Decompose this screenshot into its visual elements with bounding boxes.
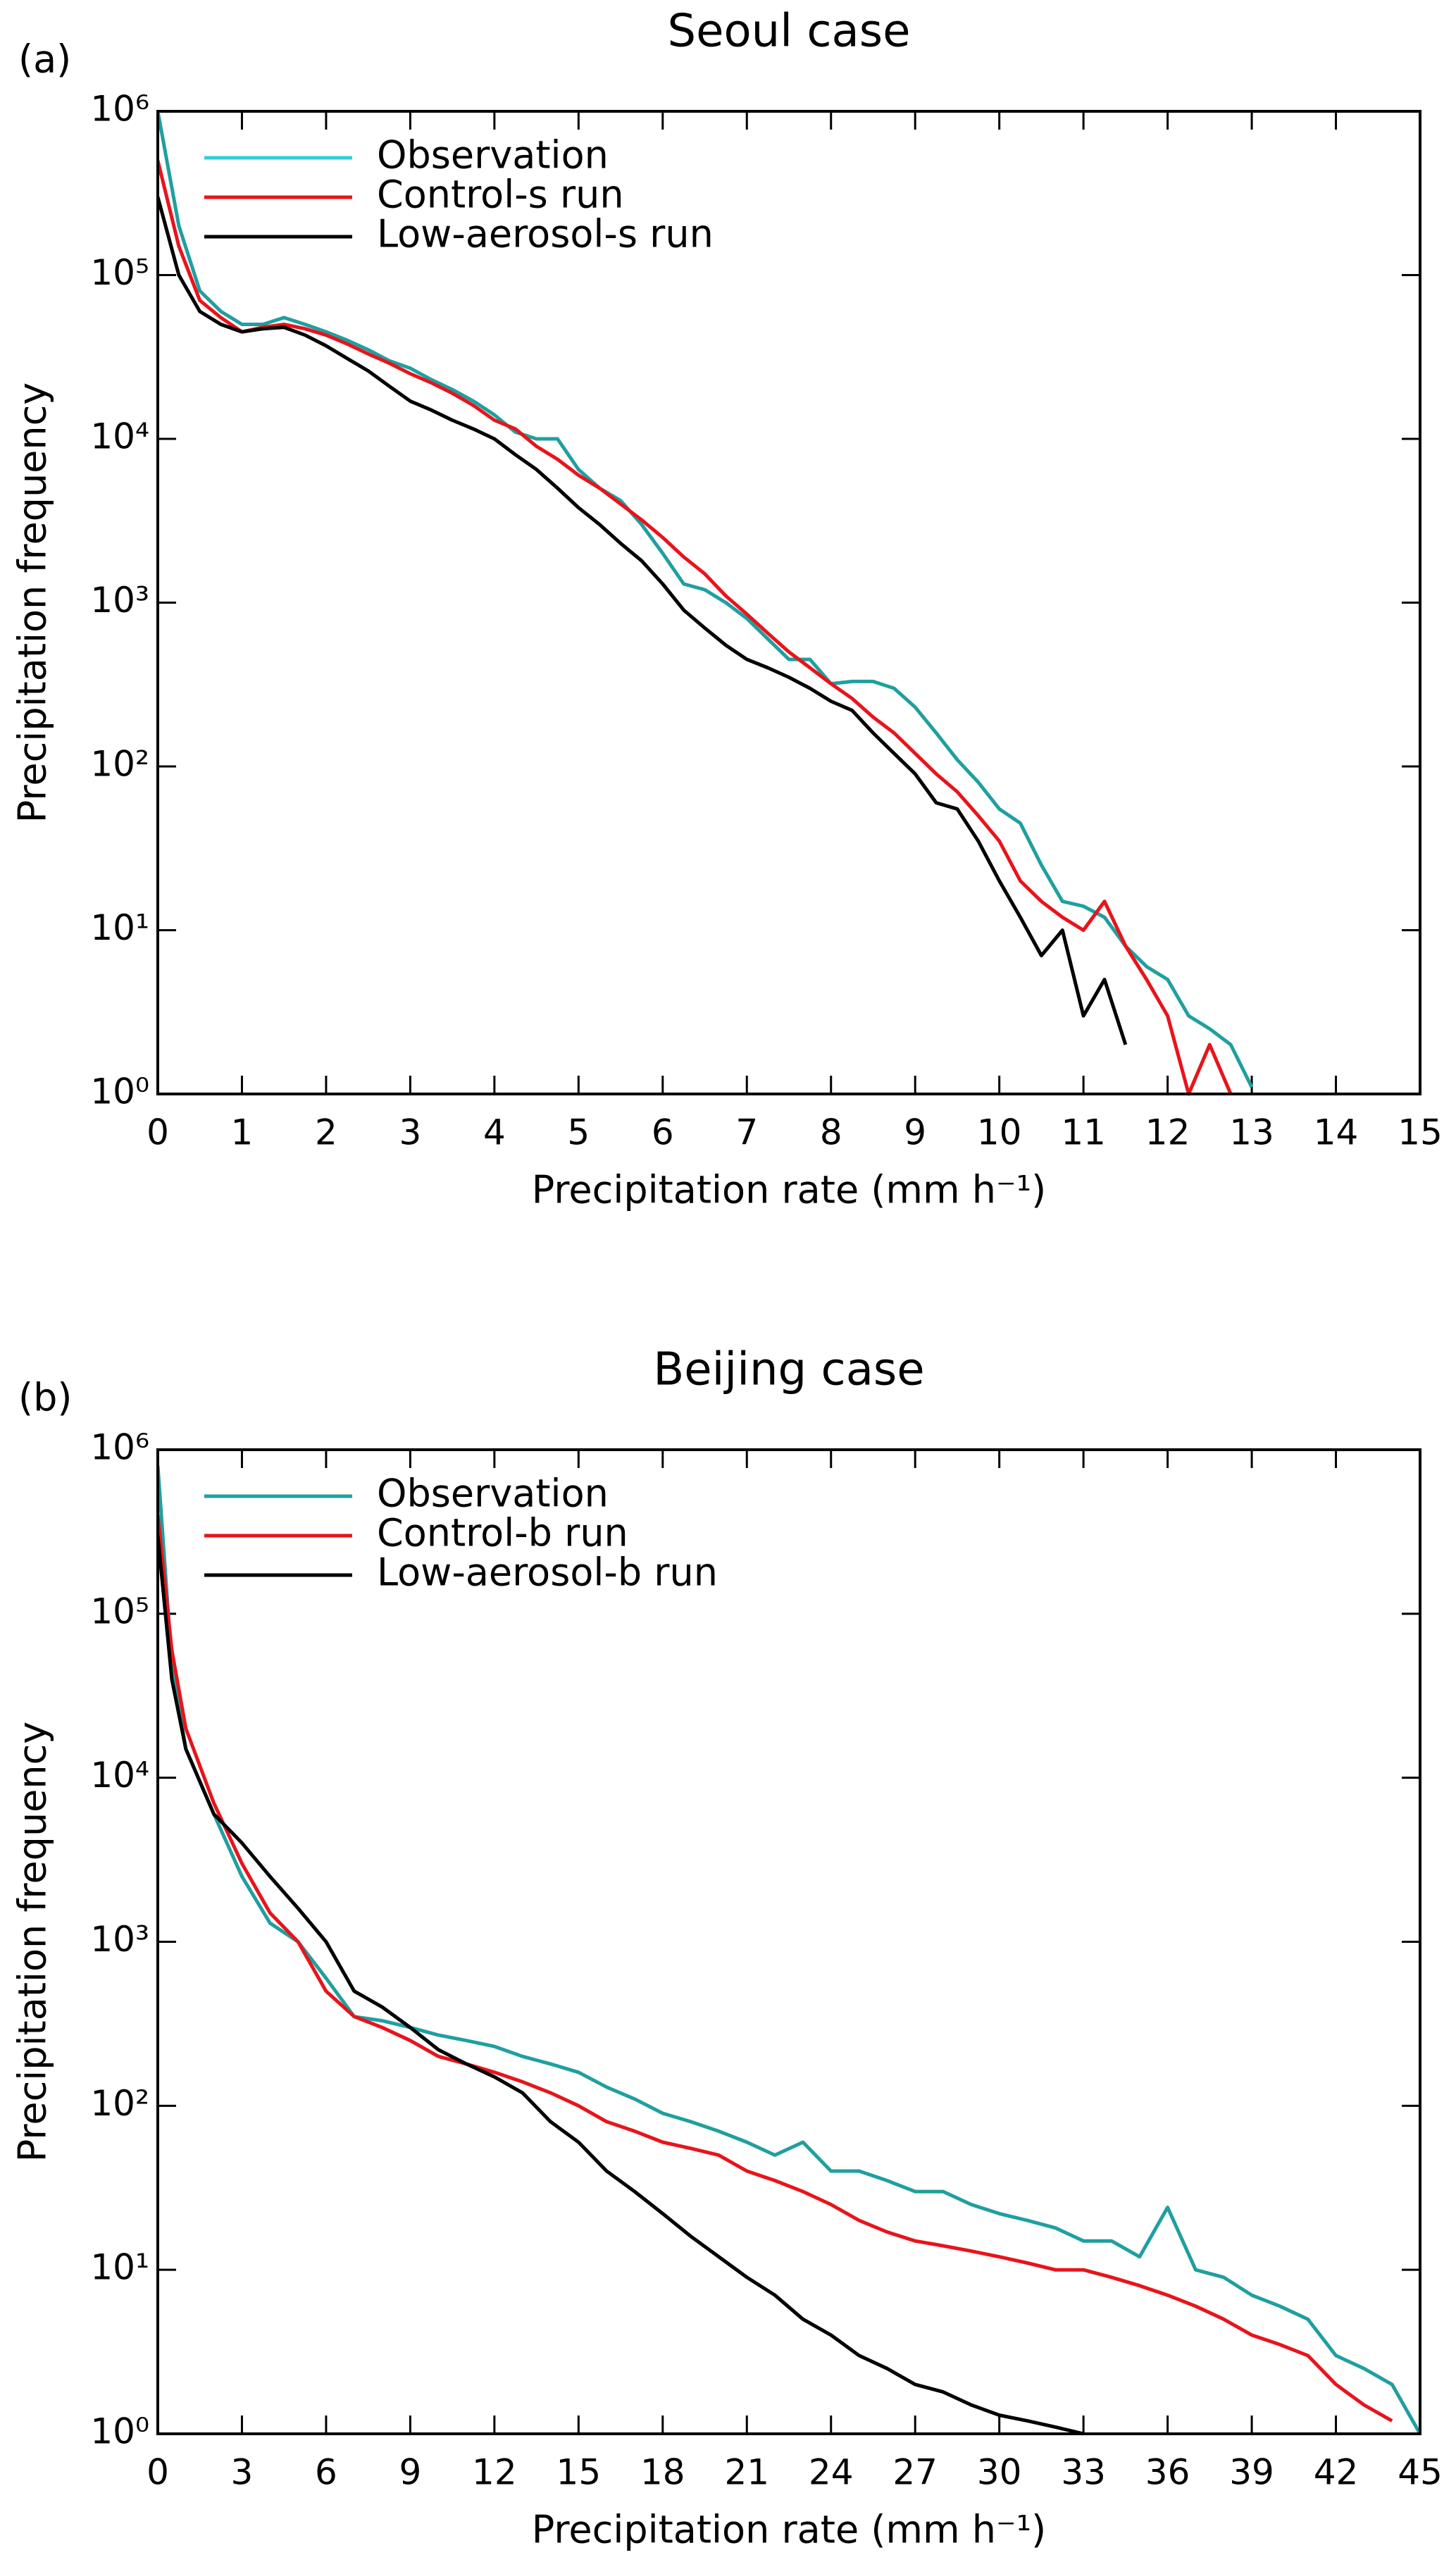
legend-label: Observation [377, 133, 609, 178]
x-tick-label: 33 [1061, 2452, 1106, 2493]
y-tick-label: 10⁶ [90, 89, 149, 130]
chart-panel: Beijing case (b) Precipitation rate (mm h⁻… [11, 1344, 1443, 2552]
series-line [158, 1465, 1420, 2435]
series-line [158, 160, 1233, 1096]
y-tick-label: 10¹ [90, 2247, 149, 2288]
x-tick-label: 0 [147, 1112, 169, 1153]
series-line [158, 1515, 1393, 2423]
x-tick-label: 12 [1145, 1112, 1190, 1153]
x-tick-label: 27 [892, 2452, 938, 2493]
legend-label: Control-s run [377, 173, 624, 217]
x-tick-label: 9 [399, 2452, 421, 2493]
x-tick-label: 3 [231, 2452, 254, 2493]
x-tick-label: 15 [556, 2452, 602, 2493]
x-tick-label: 39 [1229, 2452, 1274, 2493]
x-tick-label: 36 [1145, 2452, 1190, 2493]
y-tick-label: 10⁵ [90, 1591, 149, 1631]
x-tick-label: 0 [147, 2452, 169, 2493]
x-tick-label: 3 [399, 1112, 421, 1153]
plot-frame [156, 110, 1421, 1095]
y-tick-label: 10³ [90, 1919, 149, 1960]
chart-title: Beijing case [653, 1344, 924, 1396]
x-tick-label: 45 [1398, 2452, 1443, 2493]
x-tick-label: 8 [820, 1112, 842, 1153]
series-line [158, 111, 1254, 1088]
panel-label: (a) [18, 37, 71, 82]
chart-title: Seoul case [668, 6, 911, 58]
y-tick-label: 10⁵ [90, 252, 149, 293]
chart-panel: Seoul case (a) Precipitation rate (mm h⁻¹)… [11, 6, 1443, 1212]
y-axis-label: Precipitation frequency [11, 383, 55, 823]
y-tick-label: 10⁴ [90, 416, 149, 457]
y-tick-label: 10² [90, 2083, 149, 2124]
plot-frame [156, 1448, 1421, 2435]
y-tick-label: 10⁴ [90, 1755, 149, 1796]
x-tick-label: 6 [315, 2452, 337, 2493]
x-tick-label: 14 [1314, 1112, 1359, 1153]
x-tick-label: 24 [809, 2452, 854, 2493]
legend-label: Control-b run [377, 1511, 628, 1555]
x-tick-label: 11 [1061, 1112, 1106, 1153]
y-tick-label: 10⁶ [90, 1427, 149, 1468]
x-tick-label: 2 [315, 1112, 337, 1153]
series-line [158, 196, 1128, 1045]
x-axis-label: Precipitation rate (mm h⁻¹) [532, 2508, 1046, 2552]
x-tick-label: 6 [652, 1112, 674, 1153]
panel-label: (b) [18, 1376, 72, 1420]
legend-label: Observation [377, 1472, 609, 1516]
x-tick-label: 15 [1398, 1112, 1443, 1153]
x-tick-label: 13 [1229, 1112, 1274, 1153]
x-tick-label: 4 [483, 1112, 506, 1153]
series-line [158, 1535, 1084, 2436]
x-tick-label: 5 [567, 1112, 590, 1153]
x-tick-label: 30 [977, 2452, 1022, 2493]
x-tick-label: 9 [904, 1112, 926, 1153]
legend-label: Low-aerosol-s run [377, 212, 714, 256]
x-tick-label: 10 [977, 1112, 1022, 1153]
legend-label: Low-aerosol-b run [377, 1550, 718, 1595]
y-tick-label: 10³ [90, 580, 149, 621]
x-tick-label: 12 [472, 2452, 517, 2493]
x-tick-label: 21 [724, 2452, 769, 2493]
y-tick-label: 10¹ [90, 907, 149, 948]
x-tick-label: 42 [1314, 2452, 1359, 2493]
y-axis-label: Precipitation frequency [11, 1722, 55, 2163]
y-tick-label: 10² [90, 744, 149, 785]
y-tick-label: 10⁰ [90, 2411, 149, 2452]
x-axis-label: Precipitation rate (mm h⁻¹) [532, 1168, 1046, 1212]
y-tick-label: 10⁰ [90, 1071, 149, 1112]
x-tick-label: 18 [640, 2452, 685, 2493]
x-tick-label: 7 [735, 1112, 758, 1153]
x-tick-label: 1 [231, 1112, 254, 1153]
